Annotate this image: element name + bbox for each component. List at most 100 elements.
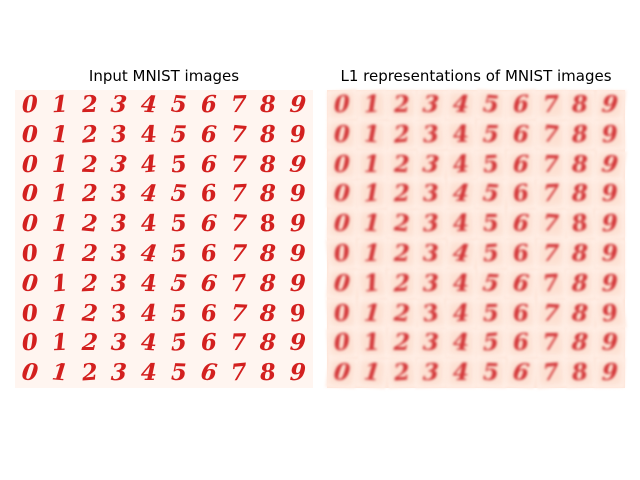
representation-digit-cell: 4: [444, 148, 478, 181]
input-digit-cell: 7: [229, 329, 248, 357]
input-digit-cell: 6: [200, 120, 218, 149]
input-digit-cell: 1: [51, 210, 69, 238]
input-digit-cell: 0: [21, 210, 39, 238]
input-digit-cell: 0: [20, 329, 39, 358]
representation-digit-cell: 6: [505, 298, 537, 329]
representation-digit-cell: 4: [445, 208, 477, 240]
input-digit-cell: 5: [170, 329, 188, 358]
input-digit-cell: 5: [170, 90, 188, 120]
input-digit-cell: 2: [81, 180, 98, 209]
representation-digit-cell: 9: [594, 208, 626, 240]
representation-digit-cell: 3: [415, 179, 447, 210]
input-digit-cell: 9: [289, 120, 307, 149]
representation-digit-cell: 2: [385, 297, 418, 330]
representation-digit-cell: 2: [386, 178, 417, 210]
representation-digit-cell: 0: [326, 149, 358, 180]
input-digit-cell: 7: [230, 91, 247, 119]
representation-digit-cell: 0: [325, 357, 359, 389]
representation-digit-cell: 8: [564, 118, 596, 151]
input-digit-cell: 9: [288, 150, 308, 179]
input-digit-cell: 8: [259, 240, 277, 268]
input-digit-cell: 0: [21, 180, 39, 209]
representation-digit-cell: 7: [534, 267, 567, 300]
representation-digit-cell: 2: [386, 238, 417, 270]
representation-digit-cell: 4: [445, 358, 477, 388]
representation-digit-cell: 0: [325, 238, 359, 270]
representation-digit-cell: 4: [445, 268, 477, 299]
representation-digit-cell: 9: [594, 357, 626, 389]
representation-digit-cell: 1: [355, 356, 389, 390]
input-digit-cell: 7: [230, 180, 247, 209]
input-digit-cell: 8: [258, 210, 279, 239]
input-digit-cell: 1: [51, 90, 69, 119]
input-digit-cell: 6: [198, 359, 219, 388]
input-digit-cell: 4: [140, 91, 159, 119]
input-digit-cell: 4: [140, 299, 158, 328]
representation-digit-cell: 7: [535, 89, 566, 121]
representation-digit-cell: 7: [535, 149, 566, 180]
representation-digit-cell: 9: [593, 148, 628, 181]
input-digit-cell: 9: [288, 91, 308, 119]
input-digit-cell: 1: [50, 358, 70, 388]
representation-digit-cell: 9: [594, 237, 626, 270]
input-digit-cell: 4: [140, 359, 158, 387]
input-digit-cell: 2: [80, 329, 99, 357]
representation-digit-cell: 5: [474, 268, 508, 300]
representation-digit-cell: 4: [444, 178, 478, 210]
representation-digit-cell: 3: [415, 208, 447, 241]
input-digit-cell: 9: [288, 299, 308, 328]
representation-digit-cell: 6: [505, 88, 536, 121]
input-digit-cell: 8: [259, 120, 277, 149]
input-digit-cell: 3: [109, 150, 129, 179]
input-panel-title: Input MNIST images: [88, 67, 240, 85]
representation-digit-cell: 7: [534, 297, 567, 330]
input-digit-cell: 5: [170, 359, 187, 387]
input-digit-cell: 6: [199, 180, 219, 209]
input-digit-cell: 0: [20, 269, 40, 298]
input-digit-cell: 4: [140, 210, 158, 238]
input-digit-cell: 5: [169, 180, 189, 209]
representation-digit-cell: 8: [564, 297, 597, 330]
input-digit-cell: 5: [170, 121, 188, 149]
input-digit-cell: 9: [289, 239, 307, 268]
representation-digit-cell: 4: [444, 237, 479, 270]
representation-digit-cell: 3: [414, 148, 448, 181]
input-digit-cell: 9: [289, 180, 307, 208]
representation-digit-cell: 9: [594, 119, 626, 151]
representation-digit-cell: 8: [564, 268, 596, 300]
input-digit-cell: 3: [110, 210, 128, 239]
input-digit-cell: 8: [259, 359, 278, 387]
representation-digit-cell: 7: [535, 178, 566, 211]
input-digit-cell: 7: [229, 269, 248, 298]
input-digit-cell: 3: [111, 239, 128, 268]
input-digit-cell: 4: [139, 121, 159, 149]
representation-digit-cell: 1: [356, 89, 388, 121]
input-digit-cell: 5: [169, 150, 189, 179]
representation-digit-cell: 9: [593, 89, 627, 121]
input-digit-cell: 6: [199, 329, 218, 358]
representation-digit-cell: 7: [534, 328, 567, 359]
representation-digit-cell: 8: [564, 328, 597, 359]
input-digit-cell: 3: [110, 180, 128, 208]
representation-digit-cell: 1: [356, 178, 387, 211]
representation-digit-cell: 7: [534, 208, 567, 241]
representation-digit-cell: 5: [474, 178, 508, 211]
input-digit-cell: 0: [21, 90, 39, 120]
representation-digit-cell: 7: [534, 356, 567, 390]
representation-digit-cell: 8: [564, 238, 596, 270]
representation-digit-cell: 9: [594, 179, 626, 210]
input-digit-cell: 1: [51, 180, 68, 209]
representation-digit-cell: 7: [534, 238, 567, 269]
input-digit-cell: 4: [140, 270, 158, 298]
representation-digit-cell: 0: [325, 267, 359, 300]
representation-digit-cell: 2: [385, 118, 418, 151]
input-digit-cell: 0: [21, 150, 39, 179]
representation-digit-cell: 4: [445, 327, 477, 360]
input-digit-cell: 7: [229, 240, 248, 268]
representation-digit-cell: 7: [535, 118, 566, 151]
representation-digit-cell: 0: [326, 178, 358, 211]
input-digit-cell: 7: [229, 299, 248, 328]
input-digit-cell: 1: [50, 329, 69, 358]
input-digit-cell: 9: [289, 210, 307, 239]
